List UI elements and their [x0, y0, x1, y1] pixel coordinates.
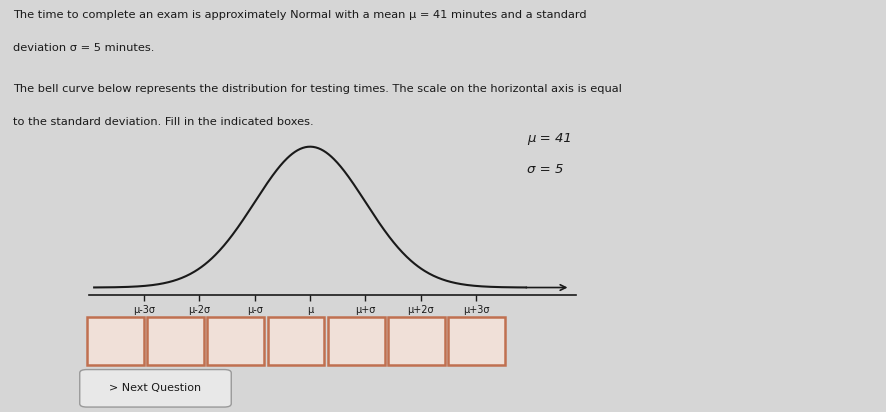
Text: > Next Question: > Next Question — [110, 383, 201, 393]
Text: σ = 5: σ = 5 — [527, 163, 563, 176]
Text: to the standard deviation. Fill in the indicated boxes.: to the standard deviation. Fill in the i… — [13, 117, 314, 127]
Text: deviation σ = 5 minutes.: deviation σ = 5 minutes. — [13, 43, 155, 53]
Text: The bell curve below represents the distribution for testing times. The scale on: The bell curve below represents the dist… — [13, 84, 622, 94]
Text: μ = 41: μ = 41 — [527, 132, 572, 145]
Text: The time to complete an exam is approximately Normal with a mean μ = 41 minutes : The time to complete an exam is approxim… — [13, 10, 587, 20]
